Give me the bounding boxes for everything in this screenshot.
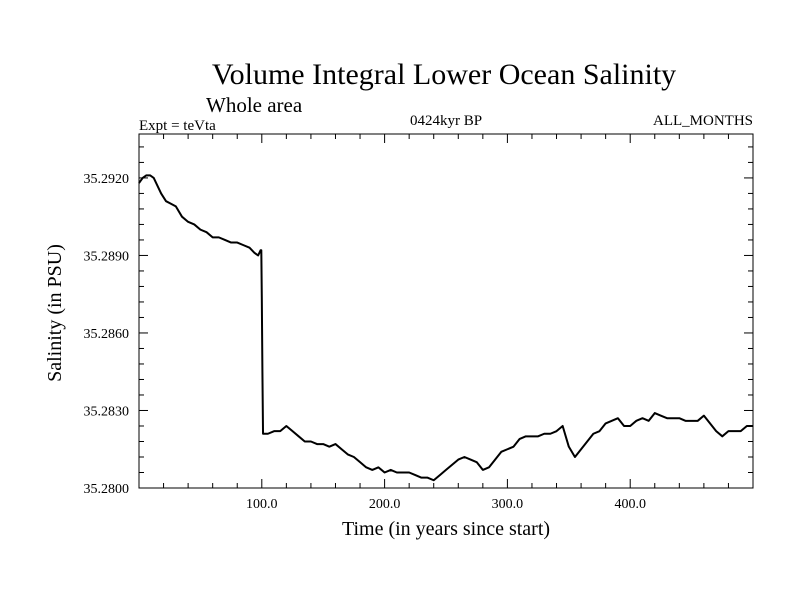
plot-frame <box>138 133 754 489</box>
axis-tick-labels: 100.0 200.0 300.0 400.0 35.2800 35.2830 35.286… <box>84 172 646 512</box>
period-label: 0424kyr BP <box>410 113 482 129</box>
x-tick-label: 100.0 <box>246 497 278 512</box>
y-tick-label: 35.2860 <box>84 327 130 342</box>
x-tick-label: 300.0 <box>492 497 524 512</box>
x-tick-label: 200.0 <box>369 497 401 512</box>
y-tick-label: 35.2830 <box>84 404 130 419</box>
series-group <box>138 174 753 482</box>
y-tick-label: 35.2920 <box>84 172 130 187</box>
x-axis-label: Time (in years since start) <box>342 518 550 540</box>
y-tick-label: 35.2800 <box>84 482 130 497</box>
salinity-series-line <box>138 174 753 482</box>
x-tick-label: 400.0 <box>614 497 646 512</box>
y-tick-label: 35.2890 <box>84 249 130 264</box>
experiment-label: Expt = teVta <box>139 118 216 134</box>
chart-title: Volume Integral Lower Ocean Salinity <box>212 58 676 91</box>
chart-subtitle: Whole area <box>206 93 303 117</box>
axis-ticks <box>139 134 753 489</box>
months-label: ALL_MONTHS <box>653 113 753 129</box>
y-axis-label: Salinity (in PSU) <box>44 244 66 382</box>
